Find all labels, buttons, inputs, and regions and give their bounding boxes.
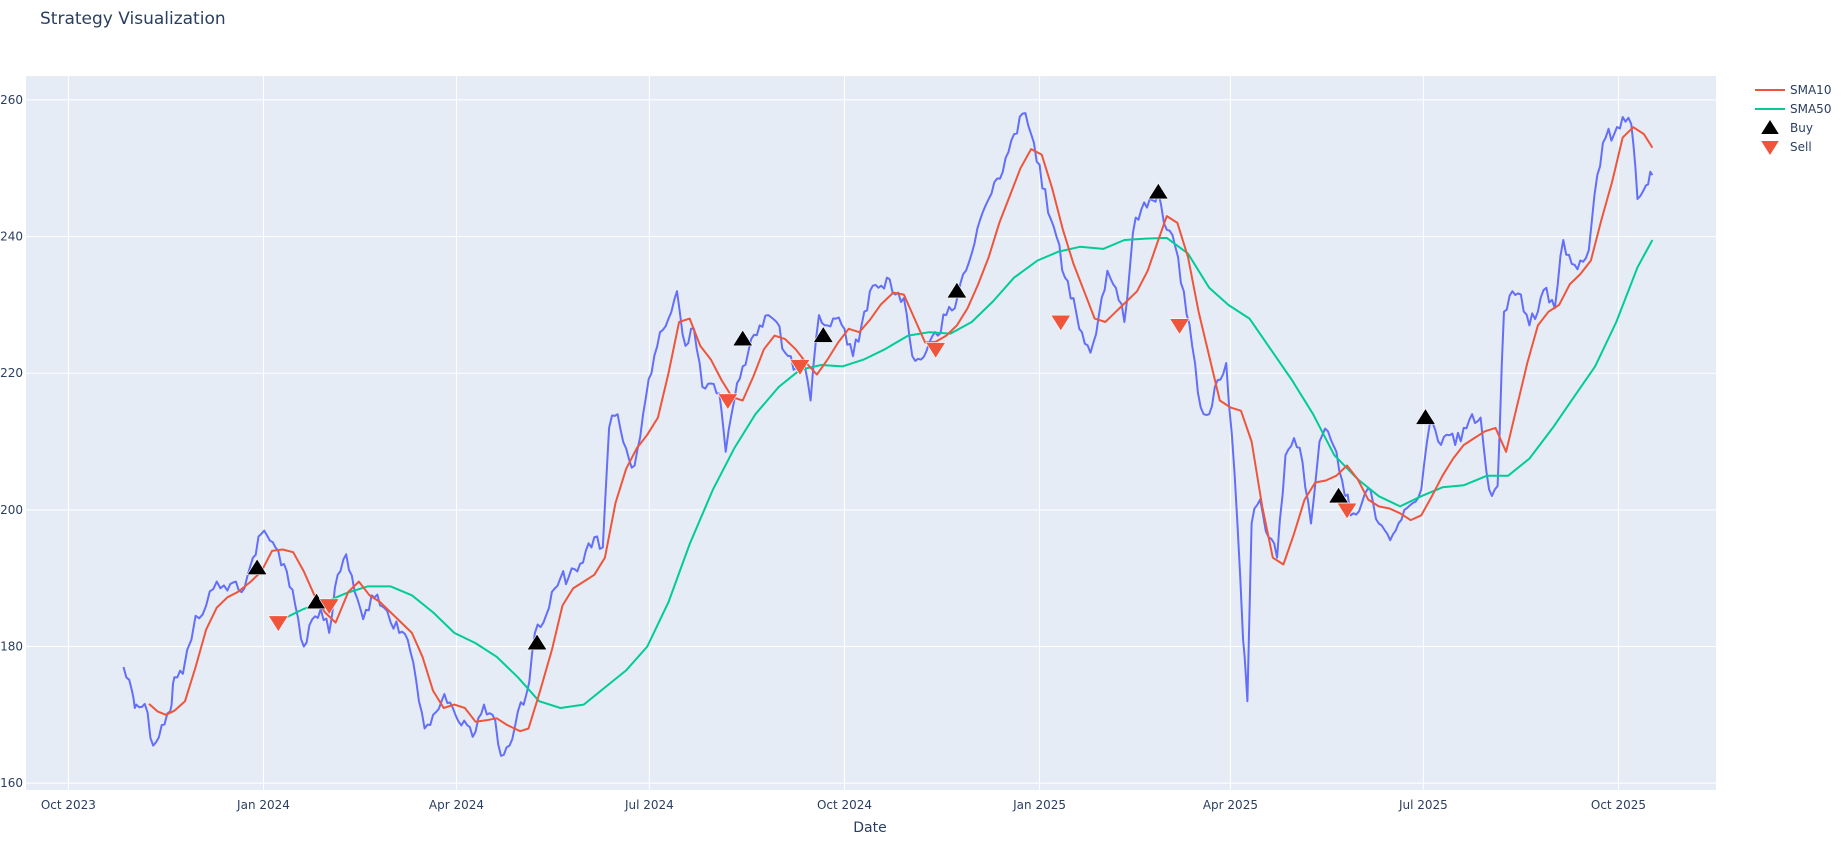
legend-item-sma50[interactable]: SMA50 xyxy=(1755,102,1831,116)
legend-label: Sell xyxy=(1790,140,1812,154)
y-tick-label: 220 xyxy=(0,366,23,380)
y-tick-label: 200 xyxy=(0,503,23,517)
sell-marker xyxy=(925,342,947,359)
sell-marker xyxy=(1169,318,1190,335)
legend-label: Buy xyxy=(1790,121,1813,135)
sma10-line xyxy=(148,126,1654,733)
y-tick-label: 160 xyxy=(0,776,23,790)
sell-marker xyxy=(1336,502,1358,520)
sma50-line xyxy=(282,236,1654,709)
x-tick-labels: Oct 2023 Jan 2024 Apr 2024 Jul 2024 Oct 2024… xyxy=(41,798,1646,812)
legend-item-buy[interactable]: Buy xyxy=(1761,120,1813,135)
y-tick-label: 240 xyxy=(0,230,23,244)
x-tick-label: Oct 2025 xyxy=(1591,798,1646,812)
x-tick-label: Apr 2024 xyxy=(429,798,484,812)
sell-marker xyxy=(267,615,289,633)
series-layer xyxy=(122,112,1654,757)
x-tick-label: Apr 2025 xyxy=(1203,798,1258,812)
chart-title: Strategy Visualization xyxy=(40,9,226,29)
sell-marker xyxy=(717,393,739,411)
legend-triangle-up-icon xyxy=(1761,120,1779,134)
price-line xyxy=(122,112,1654,757)
buy-marker xyxy=(526,633,548,651)
sell-marker xyxy=(318,598,340,616)
plot-background xyxy=(26,76,1716,790)
y-grid xyxy=(26,99,1716,784)
legend-label: SMA10 xyxy=(1790,83,1831,97)
marker-layer xyxy=(246,182,1436,651)
buy-marker xyxy=(732,329,754,347)
sell-marker xyxy=(789,359,811,376)
x-grid xyxy=(67,76,1619,790)
legend-triangle-down-icon xyxy=(1761,141,1779,155)
y-tick-label: 180 xyxy=(0,640,23,654)
x-tick-label: Jul 2024 xyxy=(624,798,674,812)
legend: SMA10 SMA50 Buy Sell xyxy=(1755,83,1831,155)
buy-marker xyxy=(1415,408,1436,425)
legend-item-sma10[interactable]: SMA10 xyxy=(1755,83,1831,97)
x-tick-label: Oct 2024 xyxy=(817,798,872,812)
x-tick-label: Jul 2025 xyxy=(1398,798,1448,812)
legend-label: SMA50 xyxy=(1790,102,1831,116)
buy-marker xyxy=(1147,182,1169,200)
x-tick-label: Jan 2024 xyxy=(236,798,290,812)
x-tick-label: Jan 2025 xyxy=(1012,798,1066,812)
buy-marker xyxy=(946,281,968,299)
legend-item-sell[interactable]: Sell xyxy=(1761,140,1812,155)
buy-marker xyxy=(246,558,268,575)
x-axis-title: Date xyxy=(853,820,886,836)
y-tick-label: 260 xyxy=(0,93,23,107)
sell-marker xyxy=(1050,314,1072,332)
y-tick-labels: 160 180 200 220 240 260 xyxy=(0,93,23,790)
buy-marker xyxy=(812,326,834,343)
x-tick-label: Oct 2023 xyxy=(41,798,96,812)
